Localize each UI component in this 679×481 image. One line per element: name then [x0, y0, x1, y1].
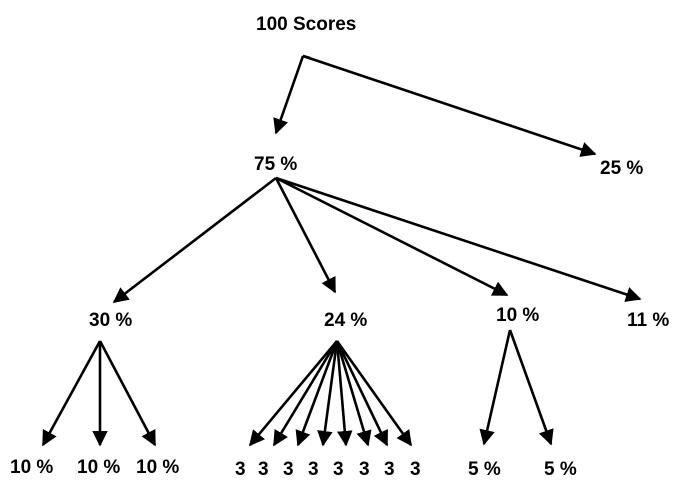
edge-30-to-leaf-1 — [41, 340, 102, 447]
edge-24-to-leaf-4 — [317, 340, 339, 447]
edge-24-to-leaf-2 — [272, 340, 339, 447]
edge-root-to-25 — [302, 54, 597, 157]
leaf-24-6-label: 3 — [359, 459, 370, 480]
edge-24-to-leaf-8 — [335, 340, 413, 447]
node-11-label: 11 % — [627, 310, 670, 331]
leaf-30-1-label: 10 % — [10, 457, 54, 478]
edge-75-to-30 — [112, 176, 277, 304]
root-stub — [302, 54, 311, 60]
edge-24-to-leaf-7 — [335, 340, 389, 447]
edge-75-to-10 — [275, 176, 509, 297]
edge-24-to-leaf-1 — [248, 340, 338, 447]
node-75-label: 75 % — [254, 154, 298, 175]
leaf-24-1-label: 3 — [235, 459, 246, 480]
root-label: 100 Scores — [256, 14, 357, 35]
edge-24-to-leaf-5 — [335, 340, 353, 447]
leaf-24-7-label: 3 — [384, 459, 395, 480]
edge-30-to-leaf-3 — [98, 340, 157, 447]
edge-75-to-11 — [275, 176, 642, 302]
node-24-label: 24 % — [324, 310, 368, 331]
edge-24-to-leaf-6 — [335, 340, 372, 447]
leaf-24-5-label: 3 — [333, 459, 344, 480]
edge-10-to-leaf-2 — [508, 329, 554, 446]
leaf-10-2-label: 5 % — [544, 459, 577, 480]
edge-10-to-leaf-1 — [479, 329, 512, 446]
edges-group — [41, 54, 642, 447]
node-10-label: 10 % — [496, 305, 540, 326]
edge-root-to-75 — [273, 55, 305, 135]
leaf-24-3-label: 3 — [283, 459, 294, 480]
edge-75-to-24 — [274, 177, 337, 294]
node-30-label: 30 % — [89, 310, 133, 331]
edge-24-to-leaf-3 — [295, 340, 339, 447]
leaf-24-4-label: 3 — [308, 459, 319, 480]
leaf-10-1-label: 5 % — [468, 459, 501, 480]
leaf-30-2-label: 10 % — [77, 457, 121, 478]
node-25-label: 25 % — [600, 158, 644, 179]
leaf-30-3-label: 10 % — [136, 457, 180, 478]
leaf-24-2-label: 3 — [258, 459, 269, 480]
leaf-24-8-label: 3 — [410, 459, 421, 480]
